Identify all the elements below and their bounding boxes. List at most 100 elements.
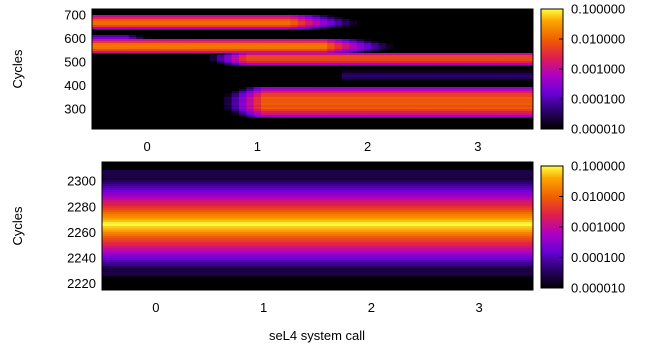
heatmap-cell — [349, 55, 357, 58]
heatmap-cell — [334, 39, 343, 42]
heatmap-cell — [136, 19, 144, 22]
heatmap-cell — [305, 89, 313, 92]
heatmap-cell — [99, 39, 108, 42]
heatmap-cell — [488, 63, 497, 66]
heatmap-cell — [121, 25, 130, 28]
heatmap-cell — [400, 101, 409, 104]
heatmap-cell — [518, 57, 527, 60]
heatmap-cell — [518, 107, 527, 110]
heatmap-cell — [510, 87, 519, 90]
heatmap-cell — [356, 57, 365, 60]
heatmap-cell — [165, 49, 174, 52]
heatmap-cell — [327, 107, 335, 110]
heatmap-cell — [253, 93, 262, 96]
heatmap-cell — [172, 51, 181, 54]
heatmap-cell — [297, 63, 306, 66]
heatmap-cell — [239, 49, 247, 52]
heatmap-cell — [283, 115, 291, 118]
heatmap-cell — [356, 105, 365, 108]
heatmap-cell — [474, 97, 482, 100]
heatmap-cell — [363, 61, 372, 64]
heatmap-cell — [525, 69, 534, 72]
heatmap-cell — [430, 101, 438, 104]
heatmap-cell — [393, 75, 402, 78]
heatmap-cell — [378, 89, 387, 92]
heatmap-cell — [481, 93, 490, 96]
heatmap-cell — [488, 71, 497, 74]
heatmap-cell — [99, 49, 108, 52]
heatmap-cell — [92, 17, 100, 20]
heatmap-cell — [474, 79, 482, 82]
heatmap-cell — [525, 89, 534, 92]
heatmap-cell — [341, 73, 350, 76]
heatmap-cell — [128, 45, 137, 48]
heatmap-cell — [246, 51, 255, 54]
heatmap-cell — [253, 15, 262, 18]
heatmap-cell — [363, 73, 372, 76]
heatmap-cell — [239, 97, 247, 100]
heatmap-cell — [102, 180, 533, 183]
heatmap-cell — [297, 109, 306, 112]
heatmap-cell — [312, 89, 321, 92]
heatmap-cell — [268, 21, 277, 24]
heatmap-cell — [386, 103, 394, 106]
heatmap-cell — [312, 57, 321, 60]
heatmap-cell — [525, 59, 534, 62]
heatmap-cell — [334, 93, 343, 96]
heatmap-cell — [422, 105, 431, 108]
heatmap-cell — [231, 27, 240, 30]
heatmap-cell — [275, 109, 284, 112]
heatmap-cell — [231, 93, 240, 96]
heatmap-cell — [106, 23, 115, 26]
heatmap-cell — [474, 93, 482, 96]
heatmap-cell — [239, 57, 247, 60]
heatmap-cell — [386, 71, 394, 74]
heatmap-cell — [510, 91, 519, 94]
heatmap-cell — [422, 53, 431, 56]
heatmap-cell — [415, 77, 424, 80]
heatmap-cell — [386, 75, 394, 78]
heatmap-cell — [187, 19, 196, 22]
heatmap-cell — [102, 176, 533, 179]
heatmap-cell — [349, 111, 357, 114]
heatmap-cell — [386, 97, 394, 100]
heatmap-cell — [224, 93, 233, 96]
heatmap-cell — [136, 43, 144, 46]
heatmap-cell — [481, 89, 490, 92]
heatmap-cell — [312, 39, 321, 42]
heatmap-cell — [356, 79, 365, 82]
heatmap-cell — [290, 57, 299, 60]
heatmap-cell — [253, 101, 262, 104]
heatmap-cell — [488, 113, 497, 116]
heatmap-cell — [444, 103, 453, 106]
heatmap-cell — [312, 27, 321, 30]
heatmap-cell — [239, 95, 247, 98]
heatmap-cell — [312, 107, 321, 110]
heatmap-cell — [224, 53, 233, 56]
heatmap-cell — [283, 91, 291, 94]
heatmap-cell — [518, 59, 527, 62]
heatmap-cell — [341, 79, 350, 82]
heatmap-cell — [121, 17, 130, 20]
heatmap-cell — [275, 93, 284, 96]
heatmap-cell — [319, 25, 328, 28]
heatmap-cell — [231, 43, 240, 46]
heatmap-cell — [349, 49, 357, 52]
heatmap-cell — [415, 115, 424, 118]
heatmap-cell — [393, 115, 402, 118]
heatmap-cell — [466, 63, 475, 66]
heatmap-cell — [224, 63, 233, 66]
heatmap-cell — [194, 25, 203, 28]
heatmap-cell — [496, 97, 504, 100]
heatmap-cell — [327, 59, 335, 62]
heatmap-cell — [216, 57, 225, 60]
heatmap-cell — [261, 39, 269, 42]
heatmap-cell — [356, 41, 365, 44]
heatmap-cell — [239, 19, 247, 22]
heatmap-cell — [408, 71, 416, 74]
heatmap-cell — [275, 27, 284, 30]
heatmap-cell — [106, 47, 115, 50]
heatmap-cell — [312, 43, 321, 46]
heatmap-cell — [231, 55, 240, 58]
